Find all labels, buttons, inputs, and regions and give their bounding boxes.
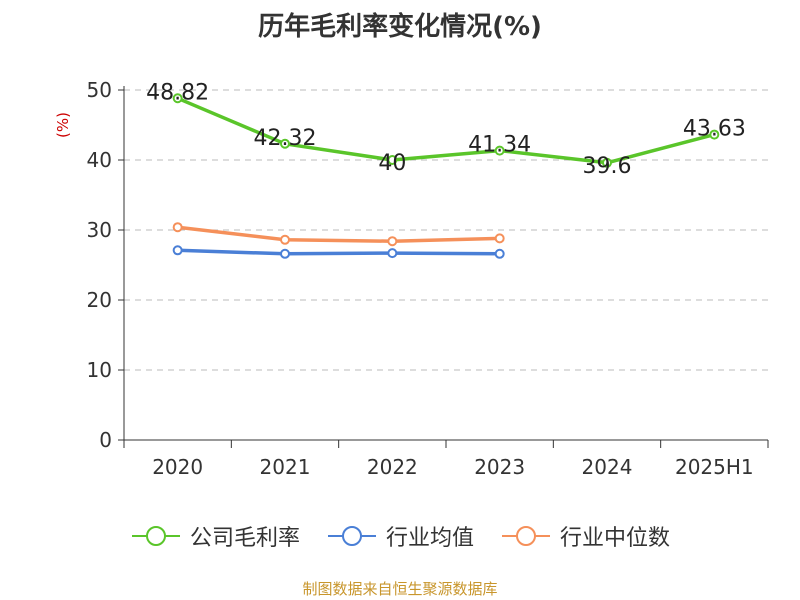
data-label: 42.32	[254, 126, 317, 151]
data-labels: 48.82 42.32 40 41.34 39.6 43.63	[146, 80, 746, 179]
data-label: 48.82	[146, 80, 209, 105]
gridlines	[124, 89, 768, 371]
data-point	[172, 93, 183, 104]
data-point	[280, 138, 290, 149]
data-point	[280, 248, 290, 259]
y-axis-label: (%)	[54, 112, 72, 138]
x-tick-label: 2020	[152, 455, 203, 479]
data-point	[172, 245, 183, 256]
data-point	[387, 155, 398, 165]
legend-label: 行业中位数	[560, 526, 671, 551]
x-tick-label: 2021	[260, 455, 311, 479]
legend-marker	[131, 526, 180, 546]
data-point	[387, 236, 398, 247]
axes: 0 10 20 30 40 50 (%) 2020 2021 2022 2023 2024 2025H1	[54, 78, 769, 479]
series-line	[175, 225, 502, 243]
legend-item: 行业中位数	[500, 520, 670, 552]
x-tick-label: 2024	[582, 455, 633, 479]
chart-title: 历年毛利率变化情况(%)	[258, 12, 542, 42]
x-tick-label: 2025H1	[675, 455, 754, 479]
legend: 公司毛利率 行业均值 行业中位数	[0, 520, 800, 552]
y-tick-label: 10	[87, 358, 112, 382]
y-tick-label: 50	[87, 78, 112, 102]
data-label: 43.63	[683, 117, 746, 142]
series-line	[175, 248, 502, 256]
legend-marker	[502, 526, 550, 546]
legend-marker	[327, 526, 376, 546]
y-tick-label: 30	[87, 218, 112, 242]
legend-label: 公司毛利率	[189, 526, 300, 551]
source-note: 制图数据来自恒生聚源数据库	[302, 580, 498, 598]
legend-item: 行业均值	[326, 520, 474, 552]
data-point	[494, 233, 505, 244]
y-tick-label: 0	[99, 428, 112, 452]
series-lines	[172, 93, 720, 259]
data-point	[387, 248, 398, 259]
data-point	[172, 222, 183, 233]
series-line	[175, 96, 717, 165]
legend-label: 行业均值	[385, 526, 474, 551]
data-point	[494, 145, 505, 156]
data-label: 39.6	[583, 154, 632, 179]
y-tick-label: 40	[87, 148, 112, 172]
data-point	[709, 129, 720, 140]
data-point	[602, 157, 612, 168]
data-point	[494, 248, 505, 259]
data-label: 40	[378, 151, 406, 176]
legend-item: 公司毛利率	[130, 520, 300, 552]
data-point	[280, 234, 290, 245]
y-tick-label: 20	[87, 288, 112, 312]
x-tick-label: 2022	[367, 455, 418, 479]
x-tick-label: 2023	[474, 455, 525, 479]
data-label: 41.34	[468, 133, 531, 158]
